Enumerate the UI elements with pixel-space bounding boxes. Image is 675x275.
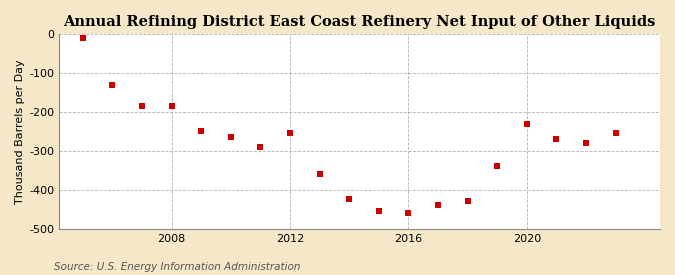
Point bbox=[403, 211, 414, 215]
Point bbox=[492, 164, 503, 169]
Point bbox=[107, 83, 118, 87]
Point bbox=[551, 137, 562, 141]
Point bbox=[344, 197, 354, 202]
Point bbox=[136, 104, 147, 108]
Point bbox=[78, 36, 88, 40]
Point bbox=[166, 104, 177, 108]
Point bbox=[580, 141, 591, 145]
Point bbox=[255, 145, 266, 149]
Text: Source: U.S. Energy Information Administration: Source: U.S. Energy Information Administ… bbox=[54, 262, 300, 272]
Point bbox=[610, 131, 621, 136]
Point bbox=[225, 135, 236, 139]
Point bbox=[315, 172, 325, 177]
Y-axis label: Thousand Barrels per Day: Thousand Barrels per Day bbox=[15, 59, 25, 204]
Point bbox=[285, 131, 296, 136]
Point bbox=[521, 122, 532, 126]
Point bbox=[373, 209, 384, 213]
Point bbox=[462, 199, 473, 204]
Point bbox=[433, 203, 443, 208]
Point bbox=[196, 129, 207, 134]
Title: Annual Refining District East Coast Refinery Net Input of Other Liquids: Annual Refining District East Coast Refi… bbox=[63, 15, 656, 29]
